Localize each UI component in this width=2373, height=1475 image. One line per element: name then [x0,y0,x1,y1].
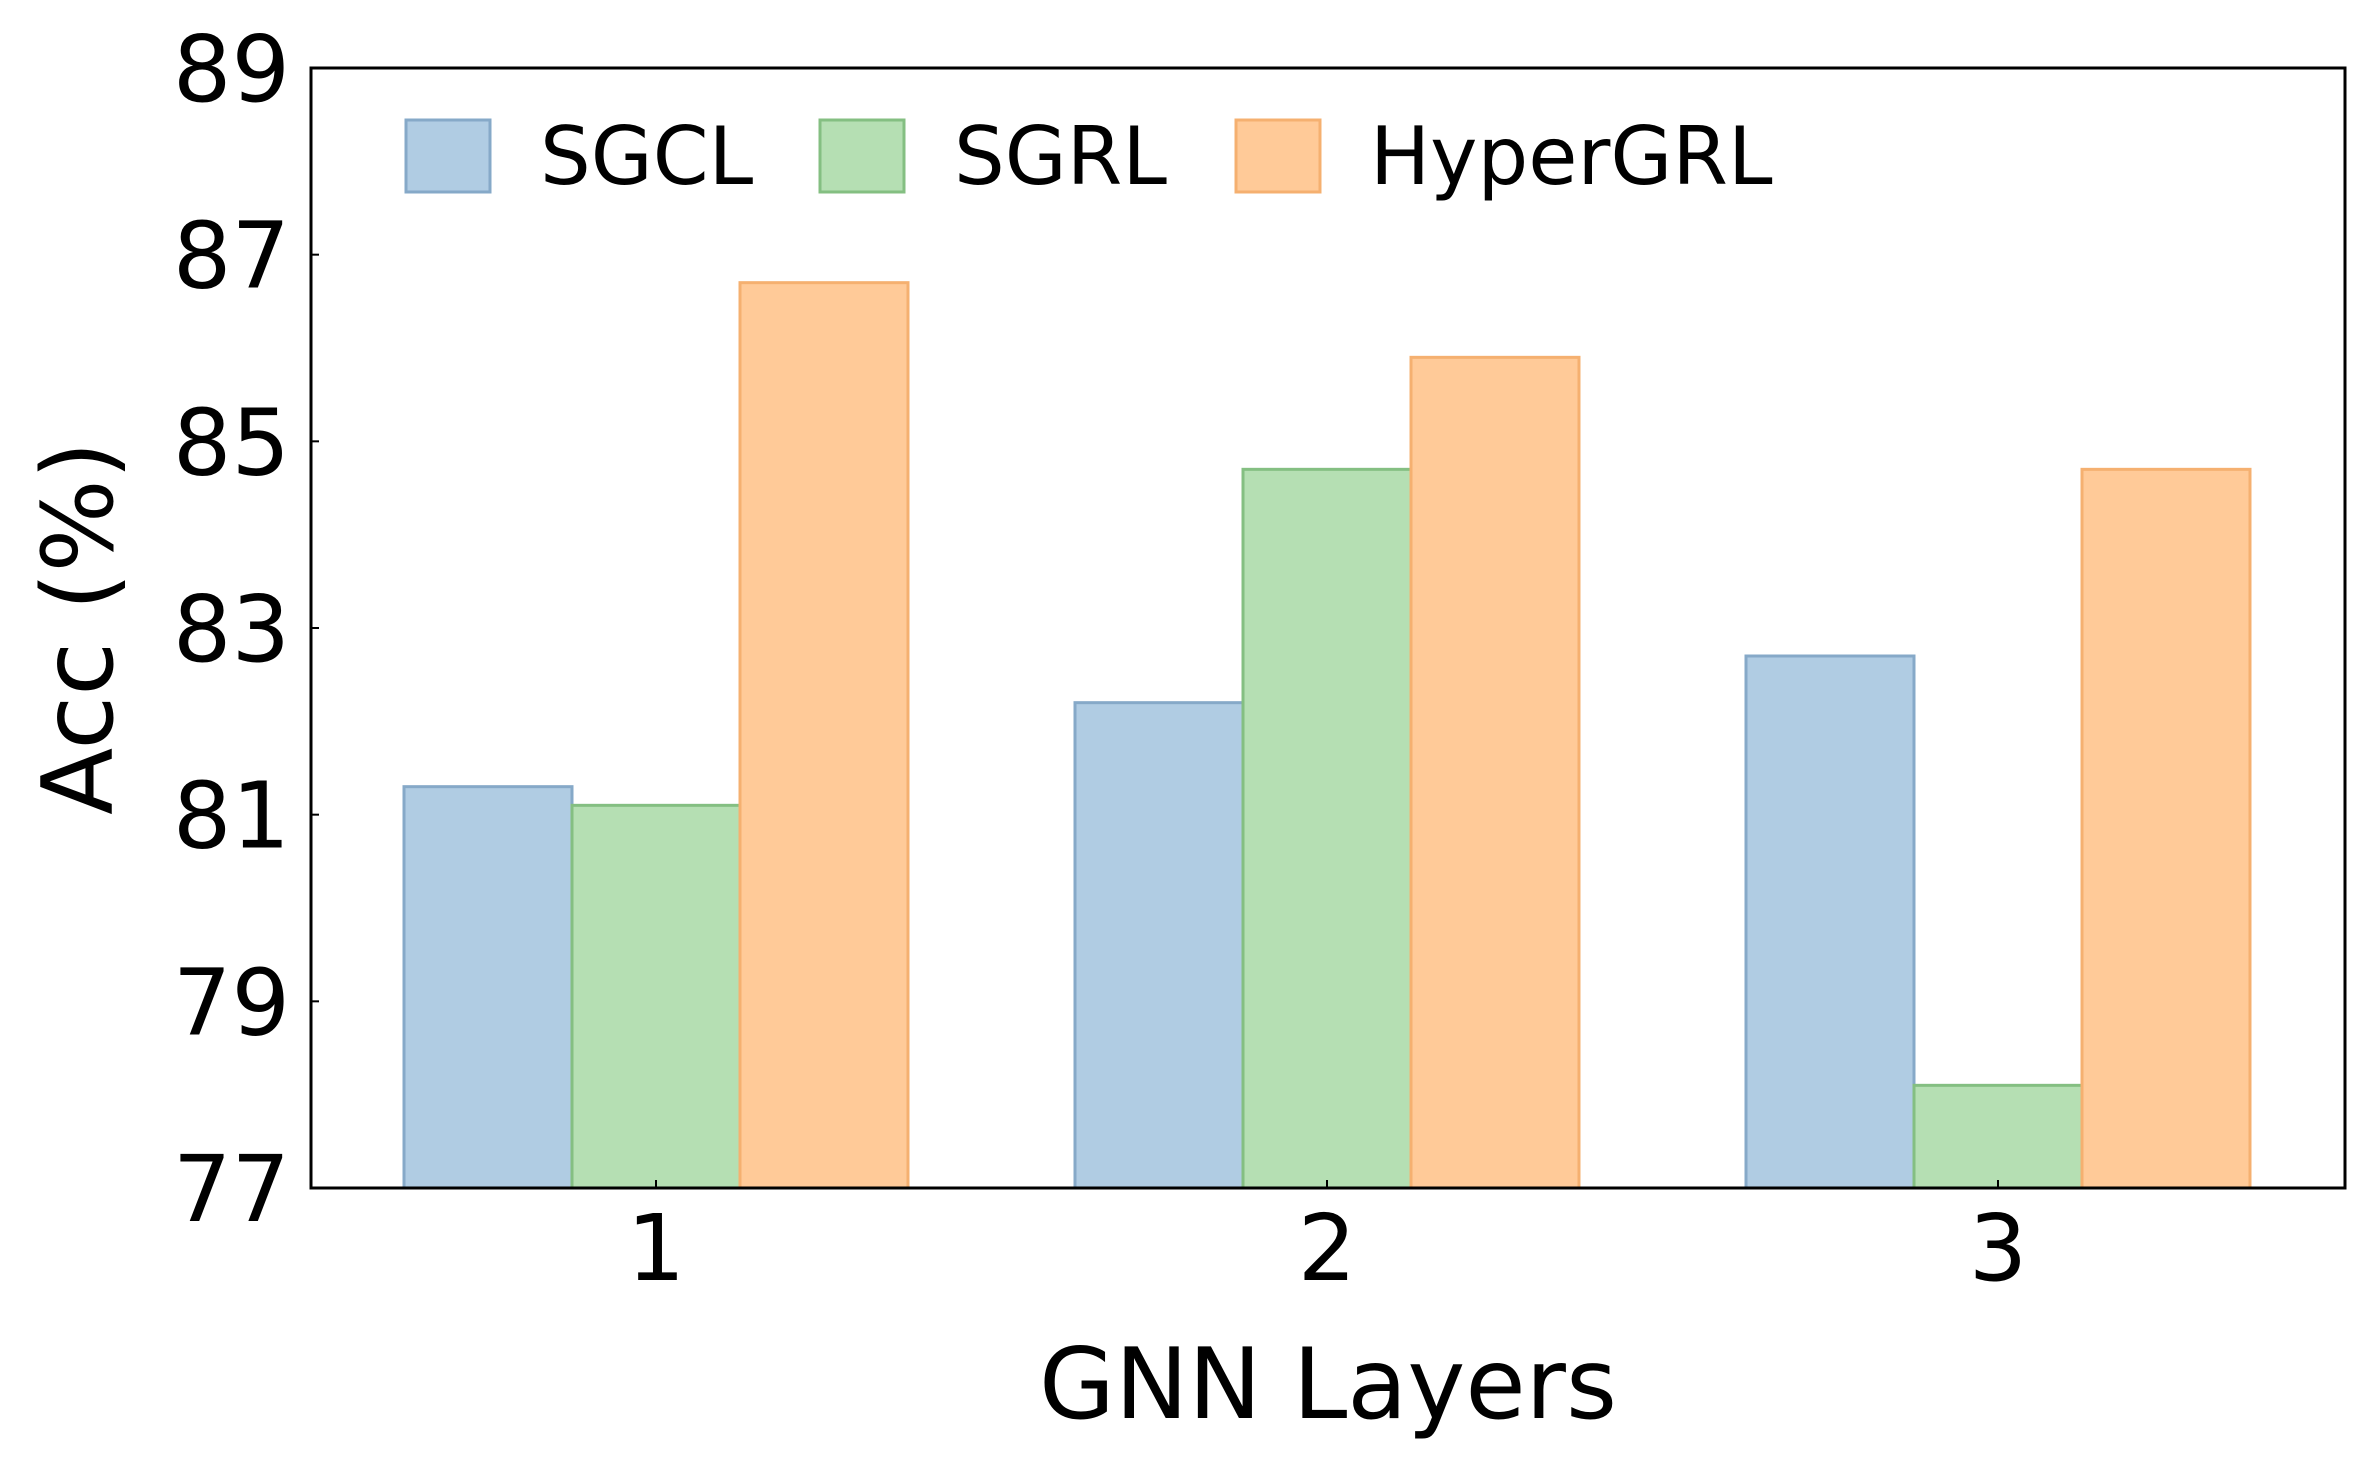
bar-sgcl-1 [402,785,574,1190]
y-tick-label: 79 [173,949,290,1056]
bar-sgrl-1 [570,803,742,1190]
legend-swatch-sgcl [404,118,492,194]
x-tick-label: 3 [1969,1195,2028,1302]
legend-swatch-sgrl [818,118,906,194]
y-tick-label: 77 [173,1136,290,1243]
legend: SGCL SGRL HyperGRL [404,110,1773,203]
y-tick-label: 85 [173,389,290,496]
y-tick-label: 89 [173,16,290,123]
bar-sgcl-2 [1073,701,1245,1190]
legend-swatch-hypergrl [1234,118,1322,194]
y-tick-label: 81 [173,763,290,870]
x-axis-label: GNN Layers [1039,1328,1617,1442]
legend-label-sgrl: SGRL [954,110,1167,203]
y-tick-label: 87 [173,203,290,310]
y-axis-ticks: 77 79 81 83 85 87 89 [173,16,319,1243]
legend-label-hypergrl: HyperGRL [1370,110,1773,203]
x-axis-ticks: 1 2 3 [627,1180,2028,1302]
x-tick-label: 2 [1298,1195,1357,1302]
y-axis-label: Acc (%) [22,441,136,815]
y-tick-label: 83 [173,576,290,683]
bar-hypergrl-3 [2080,467,2252,1190]
bars-layer [402,281,2252,1190]
x-tick-label: 1 [627,1195,686,1302]
bar-sgcl-3 [1744,654,1916,1190]
bar-hypergrl-1 [738,281,910,1190]
bar-sgrl-2 [1241,467,1413,1190]
bar-sgrl-3 [1912,1083,2084,1190]
legend-label-sgcl: SGCL [540,110,754,203]
bar-hypergrl-2 [1409,355,1581,1190]
